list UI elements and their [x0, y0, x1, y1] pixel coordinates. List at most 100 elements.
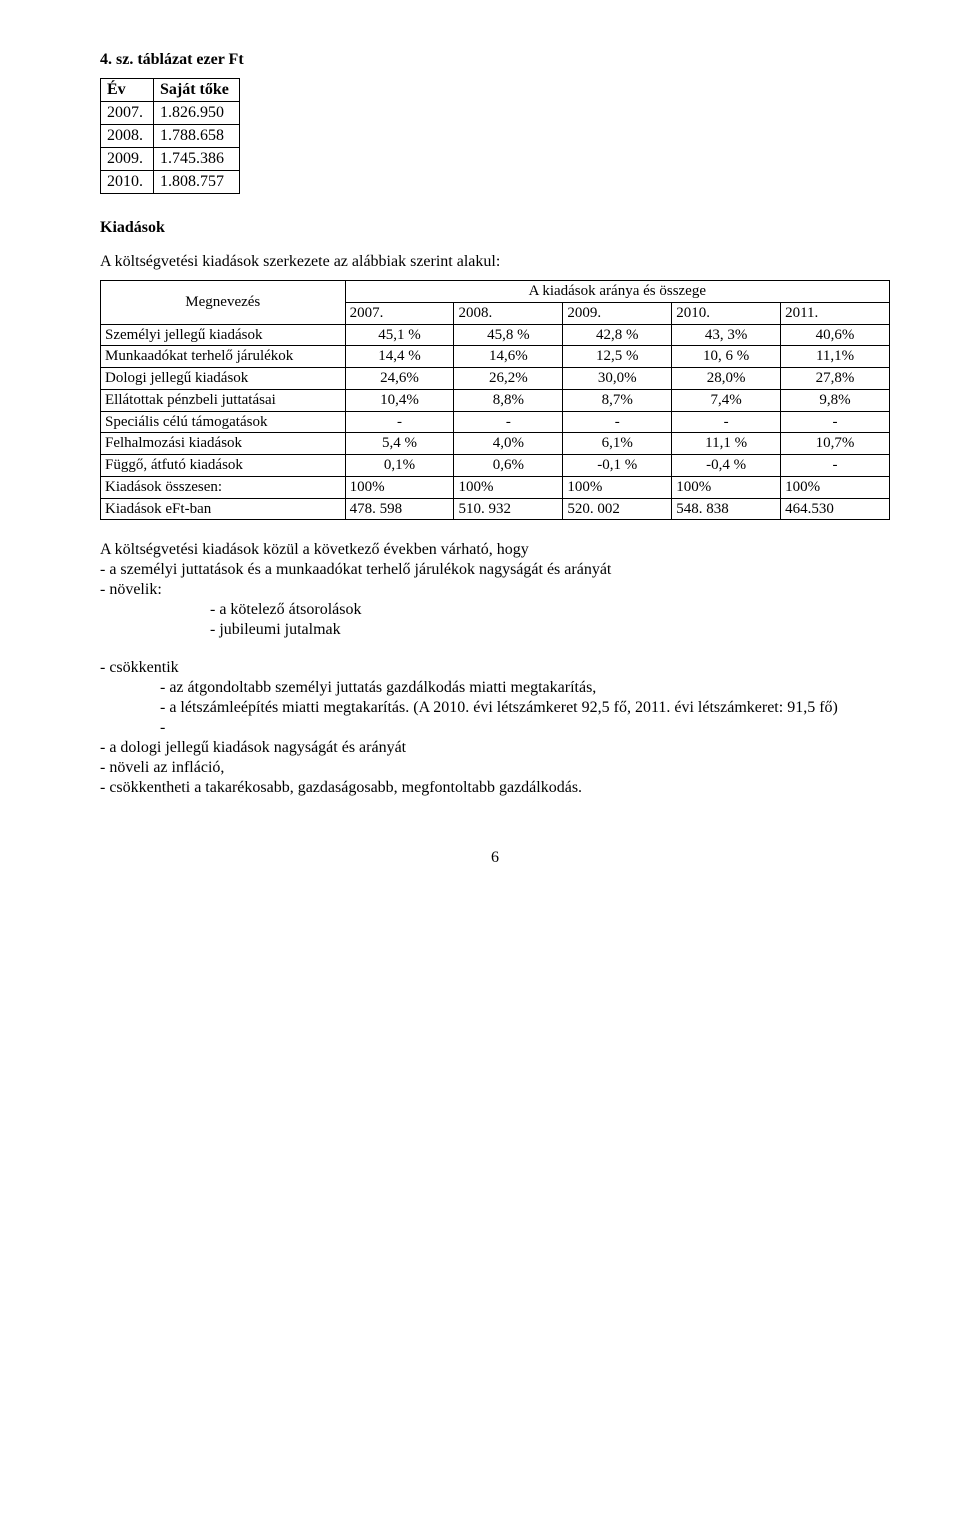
table-row: Munkaadókat terhelő járulékok 14,4 % 14,… — [101, 346, 890, 368]
row-label: Ellátottak pénzbeli juttatásai — [101, 389, 346, 411]
tbl2-year: 2009. — [563, 302, 672, 324]
cell: 14,6% — [454, 346, 563, 368]
cell: 26,2% — [454, 368, 563, 390]
cell: 7,4% — [672, 389, 781, 411]
cell: 10, 6 % — [672, 346, 781, 368]
tbl2-header-megnevezes: Megnevezés — [101, 281, 346, 325]
paragraph-line: - növelik: — [100, 580, 890, 600]
paragraph-subline: - az átgondoltabb személyi juttatás gazd… — [100, 678, 890, 698]
paragraph-line: A költségvetési kiadások közül a követke… — [100, 540, 890, 560]
cell: 27,8% — [781, 368, 890, 390]
cell: - — [781, 411, 890, 433]
paragraph-subline: - — [100, 718, 890, 738]
cell: 520. 002 — [563, 498, 672, 520]
cell: 24,6% — [345, 368, 454, 390]
cell: -0,1 % — [563, 455, 672, 477]
table-row: Speciális célú támogatások - - - - - — [101, 411, 890, 433]
table-row: 2010. 1.808.757 — [101, 171, 240, 194]
cell: 4,0% — [454, 433, 563, 455]
paragraph-subline: - a kötelező átsorolások — [100, 600, 890, 620]
cell: - — [345, 411, 454, 433]
paragraph-line: - csökkentik — [100, 658, 890, 678]
table1-title: 4. sz. táblázat ezer Ft — [100, 50, 890, 70]
table-row: Függő, átfutó kiadások 0,1% 0,6% -0,1 % … — [101, 455, 890, 477]
cell: 11,1 % — [672, 433, 781, 455]
cell: 8,8% — [454, 389, 563, 411]
cell: -0,4 % — [672, 455, 781, 477]
cell: 510. 932 — [454, 498, 563, 520]
cell: 10,7% — [781, 433, 890, 455]
tbl1-header-ev: Év — [101, 79, 154, 102]
cell: 0,6% — [454, 455, 563, 477]
cell: - — [672, 411, 781, 433]
cell: 43, 3% — [672, 324, 781, 346]
cell: 478. 598 — [345, 498, 454, 520]
cell: 100% — [454, 476, 563, 498]
row-label: Felhalmozási kiadások — [101, 433, 346, 455]
table-row: Ellátottak pénzbeli juttatásai 10,4% 8,8… — [101, 389, 890, 411]
row-label: Kiadások összesen: — [101, 476, 346, 498]
cell: 10,4% — [345, 389, 454, 411]
cell: 12,5 % — [563, 346, 672, 368]
cell: 0,1% — [345, 455, 454, 477]
row-label: Kiadások eFt-ban — [101, 498, 346, 520]
table-row: 2007. 1.826.950 — [101, 102, 240, 125]
paragraph-line: - csökkentheti a takarékosabb, gazdaságo… — [100, 778, 890, 798]
paragraph-subline: - jubileumi jutalmak — [100, 620, 890, 640]
cell: 2007. — [101, 102, 154, 125]
cell: 2010. — [101, 171, 154, 194]
paragraph-line: - a dologi jellegű kiadások nagyságát és… — [100, 738, 890, 758]
paragraph-line: - növeli az infláció, — [100, 758, 890, 778]
cell: 2009. — [101, 148, 154, 171]
cell: 1.808.757 — [154, 171, 240, 194]
table-kiadasok: Megnevezés A kiadások aránya és összege … — [100, 280, 890, 520]
page-number: 6 — [100, 848, 890, 868]
tbl2-year: 2007. — [345, 302, 454, 324]
cell: 14,4 % — [345, 346, 454, 368]
tbl1-header-sajat-toke: Saját tőke — [154, 79, 240, 102]
tbl2-year: 2010. — [672, 302, 781, 324]
cell: 2008. — [101, 125, 154, 148]
row-label: Dologi jellegű kiadások — [101, 368, 346, 390]
table-row: Dologi jellegű kiadások 24,6% 26,2% 30,0… — [101, 368, 890, 390]
row-label: Függő, átfutó kiadások — [101, 455, 346, 477]
cell: 5,4 % — [345, 433, 454, 455]
cell: 464.530 — [781, 498, 890, 520]
cell: 100% — [345, 476, 454, 498]
cell: 548. 838 — [672, 498, 781, 520]
table-row: Kiadások eFt-ban 478. 598 510. 932 520. … — [101, 498, 890, 520]
table-row: 2009. 1.745.386 — [101, 148, 240, 171]
cell: 30,0% — [563, 368, 672, 390]
table-row: Kiadások összesen: 100% 100% 100% 100% 1… — [101, 476, 890, 498]
table-row: Személyi jellegű kiadások 45,1 % 45,8 % … — [101, 324, 890, 346]
cell: 100% — [672, 476, 781, 498]
cell: 45,8 % — [454, 324, 563, 346]
paragraph-line: - a személyi juttatások és a munkaadókat… — [100, 560, 890, 580]
cell: - — [563, 411, 672, 433]
cell: - — [454, 411, 563, 433]
cell: 11,1% — [781, 346, 890, 368]
cell: 45,1 % — [345, 324, 454, 346]
table-sajat-toke: Év Saját tőke 2007. 1.826.950 2008. 1.78… — [100, 78, 240, 194]
cell: 42,8 % — [563, 324, 672, 346]
row-label: Munkaadókat terhelő járulékok — [101, 346, 346, 368]
table-row: Felhalmozási kiadások 5,4 % 4,0% 6,1% 11… — [101, 433, 890, 455]
table-row: 2008. 1.788.658 — [101, 125, 240, 148]
tbl2-year: 2008. — [454, 302, 563, 324]
cell: 1.826.950 — [154, 102, 240, 125]
cell: 1.788.658 — [154, 125, 240, 148]
row-label: Speciális célú támogatások — [101, 411, 346, 433]
tbl2-year: 2011. — [781, 302, 890, 324]
cell: 9,8% — [781, 389, 890, 411]
cell: 100% — [563, 476, 672, 498]
cell: 6,1% — [563, 433, 672, 455]
cell: - — [781, 455, 890, 477]
cell: 28,0% — [672, 368, 781, 390]
paragraph-subline: - a létszámleépítés miatti megtakarítás.… — [100, 698, 890, 718]
intro-line: A költségvetési kiadások szerkezete az a… — [100, 252, 890, 272]
cell: 40,6% — [781, 324, 890, 346]
heading-kiadasok: Kiadások — [100, 218, 890, 238]
cell: 100% — [781, 476, 890, 498]
tbl2-header-span: A kiadások aránya és összege — [345, 281, 889, 303]
row-label: Személyi jellegű kiadások — [101, 324, 346, 346]
